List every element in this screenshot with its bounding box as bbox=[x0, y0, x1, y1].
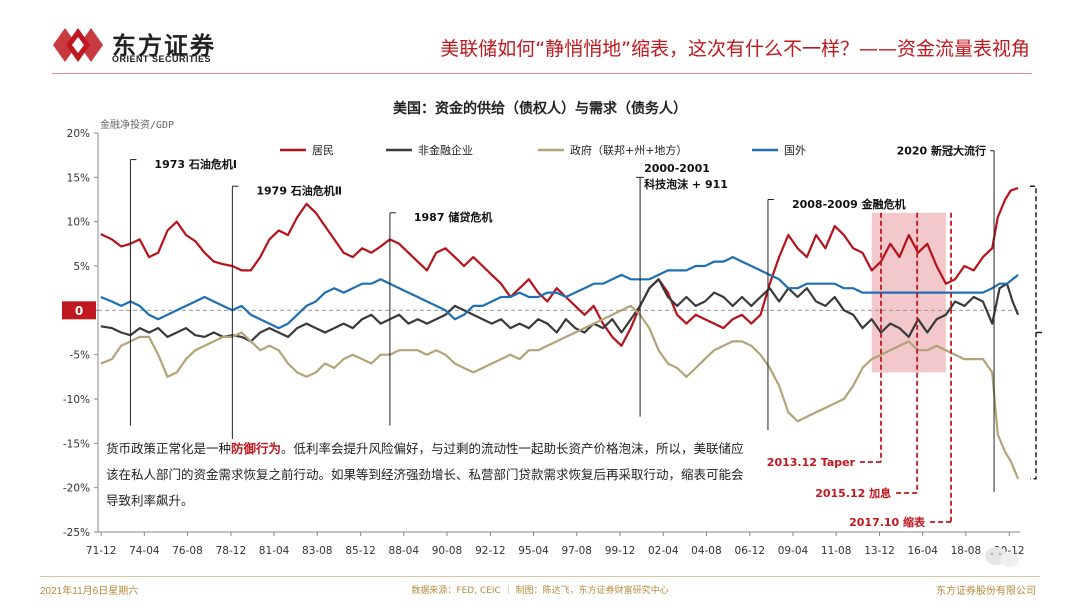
footer-company: 东方证券股份有限公司 bbox=[936, 586, 1036, 597]
y-tick-label: 15% bbox=[67, 172, 90, 184]
wechat-watermark-icon bbox=[985, 547, 1019, 568]
x-tick-label: 18-08 bbox=[951, 545, 982, 557]
x-tick-label: 92-12 bbox=[475, 545, 506, 557]
x-tick-label: 74-04 bbox=[129, 545, 160, 557]
x-tick-label: 13-12 bbox=[864, 545, 895, 557]
x-tick-label: 02-04 bbox=[648, 545, 679, 557]
series-line-foreign bbox=[100, 256, 1019, 330]
x-tick-label: 71-12 bbox=[86, 545, 117, 557]
x-tick-label: 90-08 bbox=[432, 545, 463, 557]
y-tick-label: -5% bbox=[70, 350, 90, 362]
series-line-nonfin bbox=[100, 278, 1020, 343]
y-axis-label: 金融净投资/GDP bbox=[100, 120, 175, 131]
legend-label-foreign: 国外 bbox=[784, 144, 806, 157]
y-tick-label: 10% bbox=[67, 217, 90, 229]
legend-label-government: 政府（联邦+州+地方） bbox=[570, 143, 687, 157]
annotation-label: 2020 新冠大流行 bbox=[897, 144, 986, 158]
event-marker-label: 2013.12 Taper bbox=[767, 456, 856, 469]
zero-badge bbox=[62, 301, 96, 320]
x-tick-label: 11-08 bbox=[821, 545, 852, 557]
title-divider bbox=[52, 73, 1032, 74]
x-tick-label: 04-08 bbox=[691, 545, 722, 557]
y-tick-label: 5% bbox=[73, 261, 90, 273]
footer-divider bbox=[40, 576, 1040, 577]
legend-label-residents: 居民 bbox=[312, 144, 334, 157]
x-tick-label: 95-04 bbox=[518, 545, 549, 557]
annotation-label: 2008-2009 金融危机 bbox=[792, 197, 906, 211]
y-tick-label: -20% bbox=[63, 483, 90, 495]
callout-highlight: 防御行为 bbox=[231, 441, 282, 456]
y-tick-label: 20% bbox=[67, 128, 90, 140]
x-tick-label: 06-12 bbox=[735, 545, 766, 557]
x-tick-label: 16-04 bbox=[907, 545, 938, 557]
footer-source: 数据来源：FED, CEIC ｜ 制图：陈达飞，东方证券财富研究中心 bbox=[411, 586, 669, 596]
x-tick-label: 81-04 bbox=[259, 545, 290, 557]
x-tick-label: 99-12 bbox=[605, 545, 636, 557]
page-title: 美联储如何“静悄悄地”缩表，这次有什么不一样？——资金流量表视角 bbox=[440, 38, 1030, 60]
annotation-sublabel: 科技泡沫 + 911 bbox=[644, 177, 728, 191]
legend-label-nonfin: 非金融企业 bbox=[418, 143, 473, 157]
chart-title: 美国：资金的供给（债权人）与需求（债务人） bbox=[393, 101, 687, 117]
x-tick-label: 09-04 bbox=[778, 545, 809, 557]
logo-text-en: ORIENT SECURITIES bbox=[112, 54, 212, 64]
right-bracket bbox=[1030, 185, 1037, 480]
x-tick-label: 85-12 bbox=[345, 545, 376, 557]
callout-text-pre: 货币政策正常化是一种 bbox=[106, 441, 232, 456]
series-line-government bbox=[100, 304, 1020, 480]
annotation-label: 1987 储贷危机 bbox=[414, 210, 492, 224]
x-tick-label: 97-08 bbox=[561, 545, 592, 557]
y-tick-label: 0 bbox=[75, 304, 83, 318]
annotation-label: 2000-2001 bbox=[644, 162, 710, 175]
callout-text-post: 。低利率会提升风险偏好，与过剩的流动性一起助长资产价格泡沫，所以，美联储应该在私… bbox=[106, 441, 744, 508]
x-tick-label: 76-08 bbox=[172, 545, 203, 557]
orient-logo-icon bbox=[53, 28, 103, 62]
annotation-label: 1979 石油危机Ⅱ bbox=[256, 184, 342, 198]
event-marker-label: 2017.10 缩表 bbox=[849, 515, 926, 529]
annotation-label: 1973 石油危机Ⅰ bbox=[154, 157, 237, 171]
company-logo: 东方证券 ORIENT SECURITIES bbox=[52, 24, 252, 68]
callout-text: 货币政策正常化是一种防御行为。低利率会提升风险偏好，与过剩的流动性一起助长资产价… bbox=[106, 436, 746, 514]
logo-text-cn: 东方证券 bbox=[112, 32, 216, 60]
footer-date: 2021年11月6日星期六 bbox=[40, 586, 139, 597]
x-tick-label: 78-12 bbox=[216, 545, 247, 557]
y-tick-label: -25% bbox=[63, 527, 90, 539]
event-marker-label: 2015.12 加息 bbox=[815, 486, 891, 500]
y-tick-label: -10% bbox=[63, 394, 90, 406]
x-tick-label: 88-04 bbox=[389, 545, 420, 557]
y-tick-label: -15% bbox=[63, 438, 90, 450]
x-tick-label: 83-08 bbox=[302, 545, 333, 557]
